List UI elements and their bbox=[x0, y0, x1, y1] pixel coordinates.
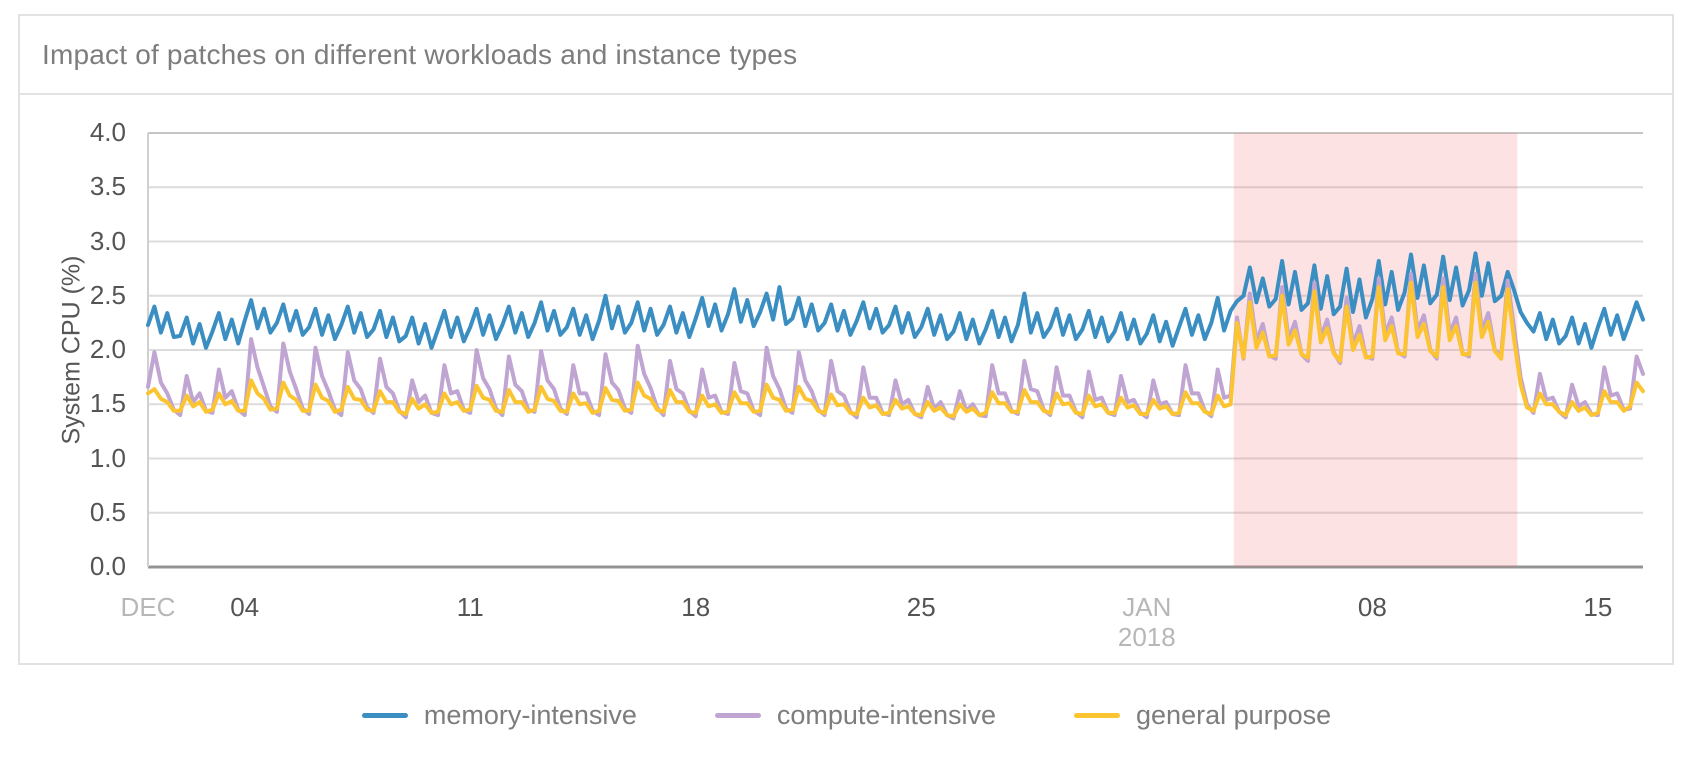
x-tick-jan: JAN bbox=[1122, 592, 1172, 622]
card-header: Impact of patches on different workloads… bbox=[20, 16, 1672, 95]
y-tick-1.0: 1.0 bbox=[89, 442, 126, 473]
legend-item-general-purpose[interactable]: general purpose bbox=[1074, 700, 1331, 731]
x-tick-dec: DEC bbox=[120, 592, 176, 622]
chart-card: Impact of patches on different workloads… bbox=[18, 14, 1674, 665]
chart-title: Impact of patches on different workloads… bbox=[42, 38, 798, 70]
legend-label: memory-intensive bbox=[423, 700, 637, 730]
y-tick-3.0: 3.0 bbox=[89, 225, 126, 256]
y-tick-3.5: 3.5 bbox=[89, 171, 126, 202]
x-tick-04: 04 bbox=[230, 592, 260, 622]
x-tick-08: 08 bbox=[1357, 592, 1387, 622]
legend-item-memory-intensive[interactable]: memory-intensive bbox=[361, 700, 637, 731]
legend-label: general purpose bbox=[1136, 700, 1332, 730]
y-tick-4.0: 4.0 bbox=[89, 117, 126, 147]
y-tick-2.0: 2.0 bbox=[89, 334, 126, 364]
y-tick-1.5: 1.5 bbox=[89, 388, 126, 419]
legend-label: compute-intensive bbox=[776, 700, 997, 730]
general-purpose-line-swatch-icon bbox=[1074, 713, 1121, 718]
x-tick-jan-year: 2018 bbox=[1117, 622, 1176, 652]
memory-intensive-line-swatch-icon bbox=[361, 713, 408, 718]
x-tick-18: 18 bbox=[681, 592, 711, 622]
x-tick-25: 25 bbox=[906, 592, 936, 622]
y-tick-0.5: 0.5 bbox=[89, 496, 126, 527]
y-tick-2.5: 2.5 bbox=[89, 279, 126, 310]
legend-item-compute-intensive[interactable]: compute-intensive bbox=[714, 700, 997, 731]
compute-intensive-line-swatch-icon bbox=[714, 713, 761, 718]
x-tick-15: 15 bbox=[1583, 592, 1613, 622]
y-tick-0.0: 0.0 bbox=[89, 551, 126, 581]
x-tick-11: 11 bbox=[456, 592, 484, 622]
legend: memory-intensive compute-intensive gener… bbox=[0, 700, 1693, 731]
